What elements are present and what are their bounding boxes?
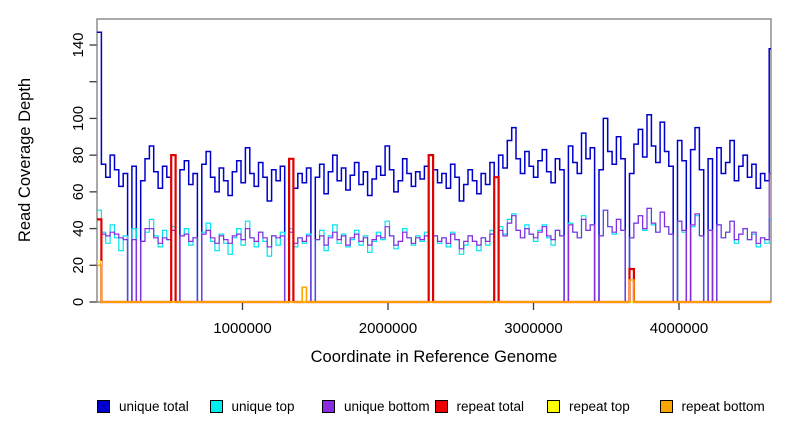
y-tick-label: 140 [70,32,87,57]
legend-label: repeat top [569,399,630,414]
legend-item-unique-top: unique top [209,399,323,414]
y-axis: 0 20 40 60 80 100 140 [70,32,97,306]
y-tick-label: 100 [70,106,87,131]
series-lines [97,31,771,304]
legend-item-repeat-total: repeat total [434,399,548,414]
legend-label: unique bottom [344,399,430,414]
x-axis-title: Coordinate in Reference Genome [311,348,558,366]
unique-bottom-swatch-icon [322,400,335,413]
legend-item-repeat-bottom: repeat bottom [659,399,773,414]
y-tick-label: 40 [70,220,87,237]
y-tick-label: 60 [70,184,87,201]
coverage-chart: 0 20 40 60 80 100 140 1000000 2000000 3000000 400… [16,18,772,366]
repeat-top-swatch-icon [547,400,560,413]
chart-legend: unique total unique top unique bottom re… [97,399,772,414]
repeat-total-swatch-icon [434,400,448,413]
y-tick-label: 0 [70,298,87,306]
unique-top-swatch-icon [209,400,223,413]
y-tick-label: 20 [70,257,87,274]
legend-item-repeat-top: repeat top [547,399,660,414]
x-tick-label: 2000000 [359,320,417,337]
legend-label: unique top [231,399,295,414]
legend-label: repeat bottom [681,399,765,414]
x-tick-label: 1000000 [213,320,271,337]
series-unique-bottom [97,172,771,303]
series-repeat-bottom [97,264,771,303]
x-tick-label: 4000000 [650,320,708,337]
x-tick-label: 3000000 [504,320,562,337]
series-unique-total [97,31,771,303]
legend-label: repeat total [456,399,525,414]
legend-label: unique total [119,399,189,414]
y-tick-label: 80 [70,147,87,164]
x-axis: 1000000 2000000 3000000 4000000 [213,302,708,337]
legend-item-unique-bottom: unique bottom [322,399,435,414]
unique-total-swatch-icon [97,400,110,413]
repeat-bottom-swatch-icon [659,400,673,413]
legend-item-unique-total: unique total [97,399,210,414]
y-axis-title: Read Coverage Depth [16,78,34,242]
